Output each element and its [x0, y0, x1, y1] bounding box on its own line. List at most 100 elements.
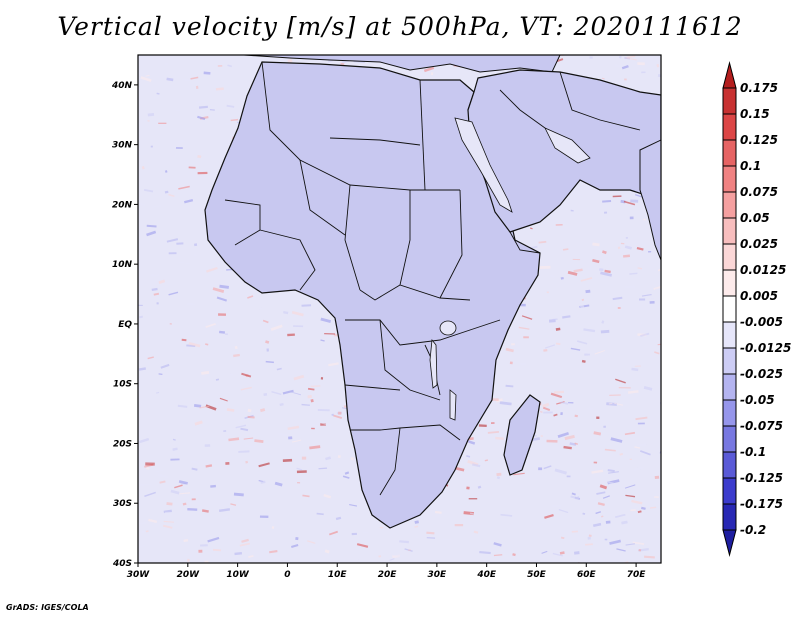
field-speckle — [466, 486, 470, 490]
field-speckle — [209, 108, 215, 111]
colorbar-label: 0.15 — [740, 107, 770, 121]
colorbar-segment — [722, 139, 737, 167]
field-speckle — [139, 483, 152, 486]
field-speckle — [218, 313, 226, 316]
field-speckle — [170, 489, 180, 495]
field-speckle — [627, 55, 636, 59]
field-speckle — [601, 320, 605, 324]
field-speckle — [560, 401, 569, 405]
field-speckle — [495, 398, 503, 403]
field-speckle — [469, 512, 479, 516]
field-speckle — [495, 436, 504, 440]
field-speckle — [247, 361, 253, 364]
field-speckle — [270, 324, 283, 331]
colorbar-segment — [722, 399, 737, 427]
field-speckle — [200, 544, 208, 547]
field-speckle — [199, 105, 208, 109]
field-speckle — [241, 372, 252, 378]
colorbar-label: 0.05 — [740, 211, 770, 225]
field-speckle — [310, 399, 314, 403]
field-speckle — [301, 403, 310, 406]
field-speckle — [625, 494, 636, 498]
field-speckle — [197, 115, 206, 121]
field-speckle — [414, 536, 419, 540]
field-speckle — [493, 554, 503, 557]
field-speckle — [166, 238, 179, 243]
y-tick-label: 10S — [113, 380, 132, 390]
field-speckle — [426, 537, 436, 539]
field-speckle — [186, 302, 196, 306]
field-speckle — [521, 315, 533, 320]
field-speckle — [220, 266, 228, 271]
field-speckle — [555, 327, 561, 331]
field-speckle — [248, 555, 254, 558]
colorbar-label: -0.025 — [740, 367, 783, 381]
field-speckle — [219, 284, 230, 289]
colorbar-label: 0.1 — [740, 159, 761, 173]
field-speckle — [649, 300, 655, 304]
field-speckle — [414, 520, 419, 524]
field-speckle — [247, 295, 254, 299]
map-panel — [138, 55, 661, 563]
x-tick-label: 10W — [226, 570, 250, 580]
field-speckle — [529, 227, 533, 230]
field-speckle — [309, 445, 321, 450]
colorbar-segment — [722, 191, 737, 219]
field-speckle — [592, 259, 600, 264]
field-speckle — [157, 124, 161, 126]
field-speckle — [301, 304, 312, 307]
field-speckle — [553, 365, 564, 370]
field-speckle — [190, 76, 199, 80]
field-speckle — [217, 65, 223, 67]
field-speckle — [282, 458, 293, 462]
field-speckle — [604, 538, 608, 541]
x-tick-label: 10E — [328, 570, 348, 580]
field-speckle — [320, 420, 332, 427]
field-speckle — [593, 522, 602, 528]
field-speckle — [641, 71, 646, 74]
field-speckle — [179, 398, 184, 402]
y-tick-label: 30S — [113, 499, 132, 509]
field-speckle — [324, 549, 330, 554]
x-tick-label: 40E — [476, 570, 497, 580]
field-speckle — [496, 476, 501, 480]
field-speckle — [646, 296, 654, 299]
field-speckle — [609, 394, 621, 396]
field-speckle — [637, 442, 647, 447]
field-speckle — [159, 480, 166, 484]
field-speckle — [593, 461, 598, 464]
field-speckle — [140, 76, 152, 82]
field-speckle — [620, 242, 625, 245]
field-speckle — [318, 467, 328, 470]
field-speckle — [188, 342, 201, 348]
field-speckle — [219, 508, 231, 512]
field-speckle — [576, 340, 588, 345]
field-speckle — [224, 333, 228, 336]
field-speckle — [146, 224, 157, 228]
field-speckle — [634, 446, 641, 449]
field-speckle — [176, 242, 184, 245]
field-speckle — [277, 432, 289, 438]
field-speckle — [226, 104, 235, 108]
field-speckle — [362, 531, 369, 534]
field-speckle — [624, 561, 629, 563]
field-speckle — [472, 463, 481, 468]
field-speckle — [512, 553, 516, 557]
field-speckle — [414, 525, 419, 528]
field-speckle — [215, 378, 220, 381]
field-speckle — [266, 388, 269, 391]
field-speckle — [260, 480, 266, 484]
field-speckle — [203, 71, 211, 75]
field-speckle — [601, 515, 604, 518]
field-speckle — [595, 511, 602, 515]
field-speckle — [234, 552, 242, 556]
field-speckle — [493, 542, 502, 547]
field-speckle — [194, 243, 198, 247]
field-speckle — [219, 397, 228, 402]
y-tick-label: 40N — [111, 81, 133, 91]
field-speckle — [630, 509, 636, 512]
field-speckle — [254, 439, 264, 443]
field-speckle — [466, 455, 471, 458]
field-speckle — [205, 343, 209, 346]
field-speckle — [604, 269, 611, 274]
